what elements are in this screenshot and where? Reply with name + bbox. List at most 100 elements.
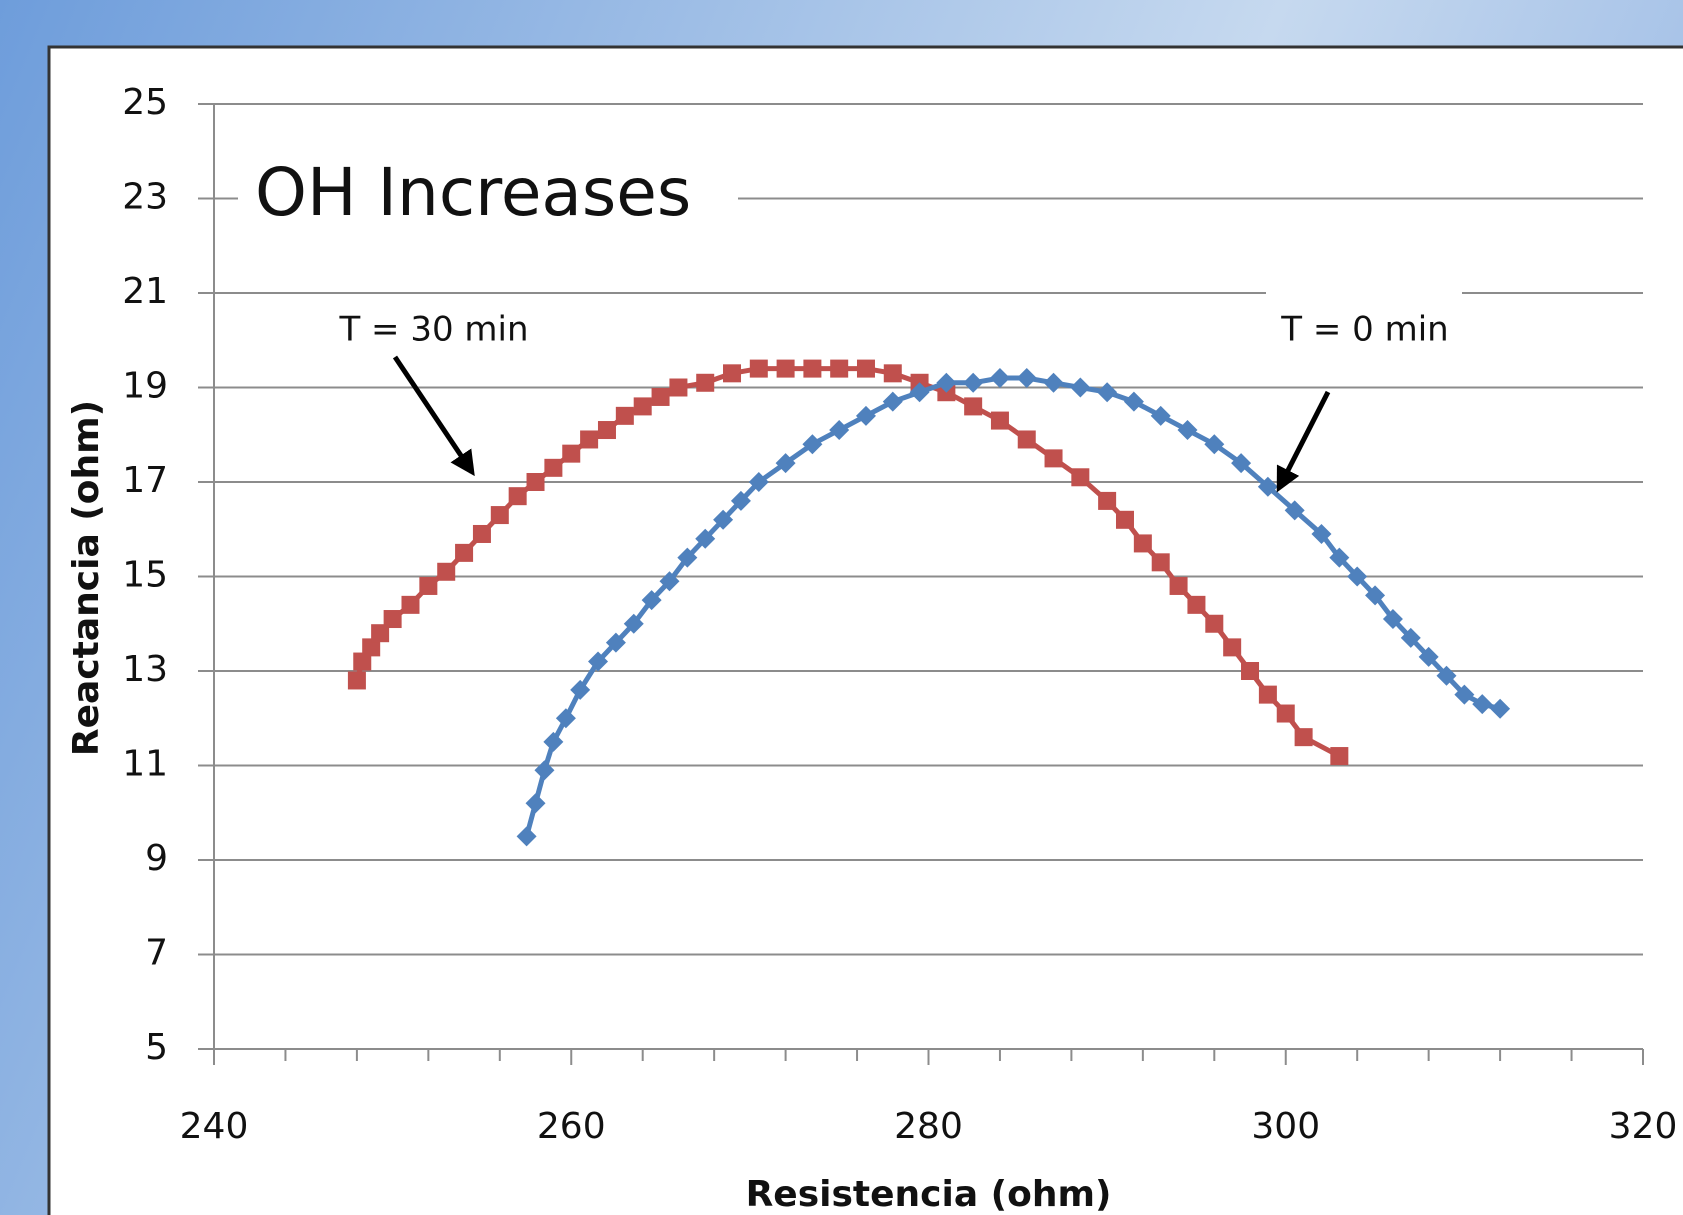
data-point [1454, 684, 1475, 705]
data-point [936, 372, 957, 393]
y-tick-label: 19 [122, 366, 168, 407]
data-point [1231, 453, 1252, 474]
y-tick-label: 15 [122, 555, 168, 596]
y-tick-label: 7 [145, 933, 168, 974]
data-point [883, 364, 902, 383]
data-point [1150, 405, 1171, 426]
data-point [1187, 595, 1206, 614]
data-point [989, 368, 1010, 389]
data-point [516, 826, 537, 847]
data-point [1070, 377, 1091, 398]
data-point [1016, 368, 1037, 389]
data-point [534, 760, 555, 781]
data-point [990, 411, 1009, 430]
x-tick-label: 300 [1251, 1106, 1320, 1147]
data-point [1044, 449, 1063, 468]
y-tick-label: 5 [145, 1027, 168, 1068]
data-point [588, 651, 609, 672]
y-tick-label: 11 [122, 744, 168, 785]
annotation: T = 0 min [1280, 310, 1448, 350]
data-point [543, 731, 564, 752]
y-axis-label: Reactancia (ohm) [66, 400, 107, 756]
data-point [829, 420, 850, 441]
data-point [1223, 638, 1242, 657]
data-point [1347, 566, 1368, 587]
data-point [1472, 694, 1493, 715]
data-point [570, 679, 591, 700]
data-point [830, 359, 849, 378]
data-point [437, 562, 456, 581]
annotation-arrow [1276, 390, 1331, 493]
data-point [1311, 523, 1332, 544]
data-point [1329, 547, 1350, 568]
data-point [490, 506, 509, 525]
data-point [1071, 468, 1090, 487]
data-point [455, 543, 474, 562]
y-tick-label: 21 [122, 271, 168, 312]
data-point [1258, 685, 1277, 704]
data-point [472, 524, 491, 543]
data-point [776, 359, 795, 378]
data-point [641, 590, 662, 611]
data-point [882, 391, 903, 412]
data-point [856, 359, 875, 378]
data-point [1330, 747, 1349, 766]
title-background [238, 150, 738, 242]
data-point [802, 434, 823, 455]
data-point [1098, 491, 1117, 510]
y-tick-label: 9 [145, 838, 168, 879]
data-point [1017, 430, 1036, 449]
data-point [659, 571, 680, 592]
annotation-background [1266, 285, 1462, 345]
data-point [353, 652, 372, 671]
data-point [749, 359, 768, 378]
data-point [695, 528, 716, 549]
x-tick-label: 260 [537, 1106, 606, 1147]
data-point [1097, 382, 1118, 403]
data-point [555, 708, 576, 729]
data-point [383, 610, 402, 629]
data-point [347, 671, 366, 690]
data-point [713, 509, 734, 530]
data-point [775, 453, 796, 474]
data-point [605, 632, 626, 653]
annotation-arrow [392, 355, 475, 477]
data-point [525, 793, 546, 814]
data-point [371, 624, 390, 643]
data-point [909, 382, 930, 403]
plot: 5 7 9 11 13 15 17 19 21 23 25 240 260 280 300 320 Resist… [66, 82, 1677, 1215]
chart-title: OH Increases [255, 154, 691, 231]
data-point [401, 595, 420, 614]
data-point [508, 487, 527, 506]
data-point [1436, 665, 1457, 686]
data-point [1123, 391, 1144, 412]
data-point [562, 444, 581, 463]
data-point [597, 421, 616, 440]
data-point [1204, 434, 1225, 455]
data-point [623, 613, 644, 634]
data-point [1133, 534, 1152, 553]
data-point [526, 473, 545, 491]
data-point [1151, 553, 1170, 572]
data-point [669, 378, 688, 397]
data-point [730, 490, 751, 511]
data-point [803, 359, 822, 378]
data-point [677, 547, 698, 568]
data-point [1276, 704, 1295, 723]
data-point [651, 387, 670, 406]
data-point [419, 576, 438, 595]
data-point [1382, 609, 1403, 630]
data-point [723, 364, 742, 383]
data-point [1177, 420, 1198, 441]
data-point [855, 405, 876, 426]
data-point [1043, 372, 1064, 393]
y-tick-label: 25 [122, 82, 168, 123]
data-point [1115, 510, 1134, 529]
data-point [544, 458, 563, 477]
data-point [1169, 576, 1188, 595]
data-point [1365, 585, 1386, 606]
y-tick-label: 17 [122, 460, 168, 501]
data-point [615, 406, 634, 425]
